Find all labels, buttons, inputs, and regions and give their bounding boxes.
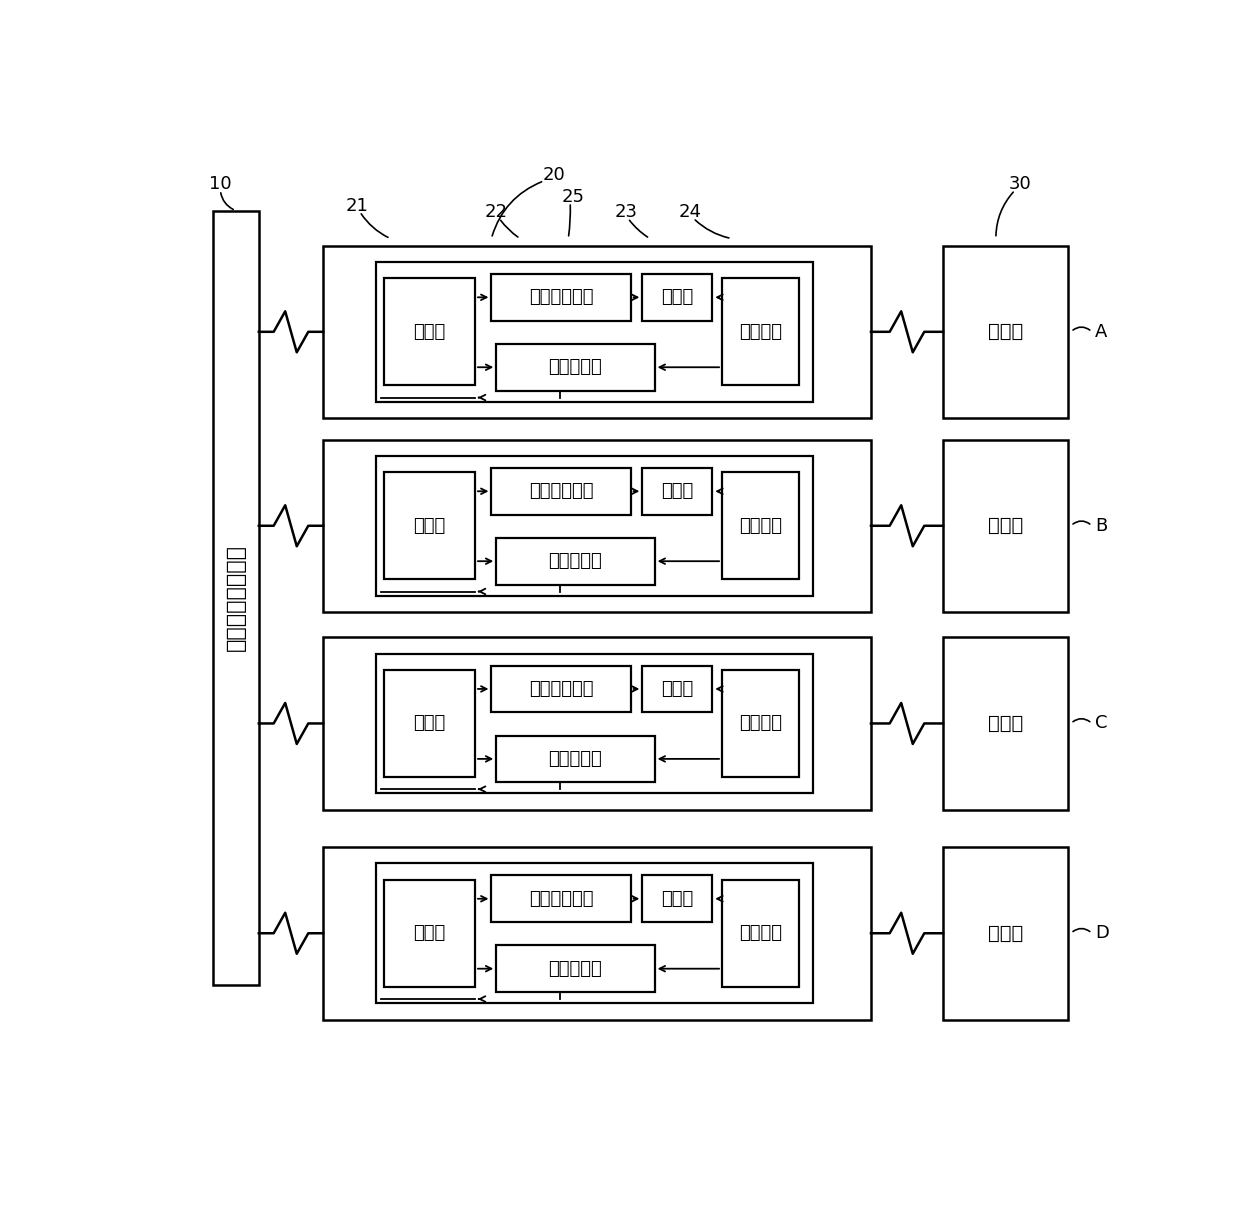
Text: 支付系统结算平台: 支付系统结算平台 (226, 544, 246, 652)
Text: 20: 20 (542, 166, 565, 184)
Bar (722, 670, 799, 777)
Text: C: C (1095, 714, 1107, 733)
Text: 23: 23 (614, 203, 637, 222)
Bar (491, 876, 631, 922)
Text: 扬声器: 扬声器 (661, 482, 693, 500)
Text: 二维码模块: 二维码模块 (548, 552, 603, 570)
Text: 二维码模块: 二维码模块 (548, 959, 603, 977)
Text: 功率放大模块: 功率放大模块 (528, 890, 593, 908)
Bar (213, 211, 259, 985)
Text: B: B (1095, 517, 1107, 535)
Text: 供电模块: 供电模块 (739, 517, 782, 535)
Text: 功率放大模块: 功率放大模块 (528, 482, 593, 500)
Text: 二维码模块: 二维码模块 (548, 750, 603, 768)
Text: 扬声器: 扬声器 (661, 288, 693, 306)
Bar (324, 846, 870, 1020)
Bar (383, 879, 475, 987)
Text: D: D (1095, 924, 1109, 942)
Bar (376, 262, 813, 402)
Text: 处理器: 处理器 (413, 323, 445, 340)
Text: 处理器: 处理器 (413, 924, 445, 942)
Bar (496, 344, 655, 391)
Bar (491, 274, 631, 321)
Text: 供电模块: 供电模块 (739, 323, 782, 340)
Bar (942, 440, 1068, 612)
Bar (642, 274, 712, 321)
Bar (722, 279, 799, 385)
Bar (383, 279, 475, 385)
Text: 功率放大模块: 功率放大模块 (528, 288, 593, 306)
Bar (496, 735, 655, 782)
Text: A: A (1095, 323, 1107, 340)
Bar (376, 455, 813, 596)
Bar (942, 637, 1068, 810)
Bar (496, 538, 655, 585)
Bar (376, 654, 813, 793)
Text: 25: 25 (562, 188, 584, 206)
Bar (642, 666, 712, 712)
Bar (496, 946, 655, 992)
Text: 客户端: 客户端 (988, 516, 1023, 535)
Text: 处理器: 处理器 (413, 517, 445, 535)
Text: 扬声器: 扬声器 (661, 679, 693, 698)
Bar (324, 246, 870, 418)
Text: 客户端: 客户端 (988, 924, 1023, 942)
Bar (324, 440, 870, 612)
Bar (491, 467, 631, 515)
Text: 客户端: 客户端 (988, 714, 1023, 733)
Text: 客户端: 客户端 (988, 322, 1023, 342)
Text: 21: 21 (346, 197, 368, 214)
Text: 22: 22 (485, 203, 507, 222)
Text: 24: 24 (678, 203, 702, 222)
Bar (942, 846, 1068, 1020)
Bar (324, 637, 870, 810)
Bar (942, 246, 1068, 418)
Text: 供电模块: 供电模块 (739, 714, 782, 733)
Text: 处理器: 处理器 (413, 714, 445, 733)
Bar (642, 876, 712, 922)
Text: 10: 10 (210, 176, 232, 194)
Text: 供电模块: 供电模块 (739, 924, 782, 942)
Bar (642, 467, 712, 515)
Bar (491, 666, 631, 712)
Bar (383, 472, 475, 579)
Text: 扬声器: 扬声器 (661, 890, 693, 908)
Text: 二维码模块: 二维码模块 (548, 358, 603, 377)
Bar (376, 863, 813, 1003)
Bar (383, 670, 475, 777)
Bar (722, 472, 799, 579)
Text: 功率放大模块: 功率放大模块 (528, 679, 593, 698)
Text: 30: 30 (1008, 176, 1032, 194)
Bar (722, 879, 799, 987)
